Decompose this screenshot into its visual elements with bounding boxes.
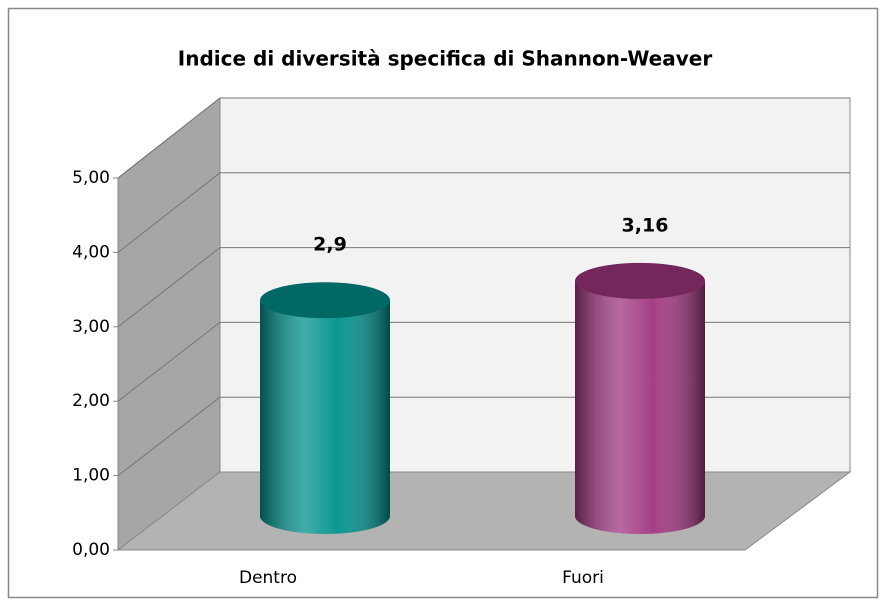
- grid-line: [117, 322, 221, 402]
- grid-line: [117, 172, 221, 253]
- cylinder-top-shade: [260, 282, 390, 319]
- y-tick-label: 2,00: [72, 391, 110, 411]
- data-label: 3,16: [622, 214, 669, 236]
- y-tick-label: 4,00: [72, 242, 110, 262]
- y-tick-label: 3,00: [72, 317, 110, 337]
- cylinder-shade: [575, 280, 705, 534]
- floor: [116, 471, 852, 551]
- y-tick-label: 1,00: [72, 466, 110, 486]
- cylinder-top: [575, 262, 705, 299]
- y-tick-label: 0,00: [72, 540, 110, 560]
- x-tick-label: Dentro: [239, 568, 297, 588]
- grid-line: [117, 97, 221, 179]
- cylinder-top-shade: [575, 262, 705, 299]
- grid-line: [117, 396, 221, 476]
- cylinder-top: [260, 282, 390, 319]
- cylinder-shade: [260, 300, 390, 534]
- chart-title: Indice di diversità specifica di Shannon…: [178, 47, 713, 71]
- y-tick-label: 5,00: [72, 168, 110, 188]
- data-label: 2,9: [313, 234, 347, 256]
- grid-line: [117, 247, 221, 328]
- x-tick-label: Fuori: [562, 568, 604, 588]
